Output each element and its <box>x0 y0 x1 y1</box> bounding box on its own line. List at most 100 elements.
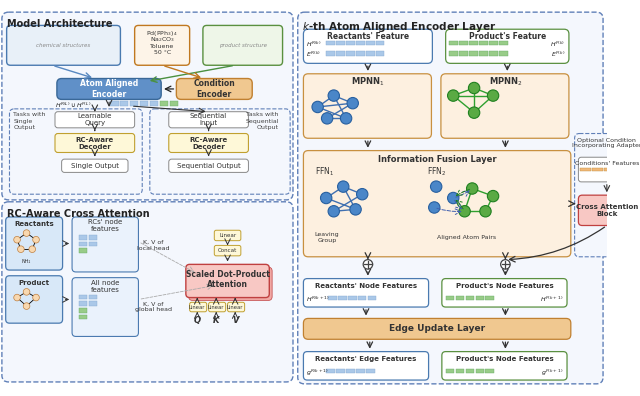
Text: V: V <box>232 316 239 325</box>
Bar <box>89 242 97 246</box>
Bar <box>89 301 97 306</box>
FancyBboxPatch shape <box>579 195 636 225</box>
Circle shape <box>429 202 440 213</box>
Bar <box>120 101 129 106</box>
Text: Toluene: Toluene <box>150 44 174 49</box>
Text: Cross Attention
Block: Cross Attention Block <box>576 204 638 217</box>
Circle shape <box>488 190 499 202</box>
Text: K: K <box>213 316 220 325</box>
Circle shape <box>23 230 30 236</box>
Text: RC-Aware Cross Attention: RC-Aware Cross Attention <box>6 209 149 219</box>
FancyBboxPatch shape <box>298 12 603 384</box>
Bar <box>489 51 498 56</box>
FancyBboxPatch shape <box>203 25 283 65</box>
Text: Sequential: Sequential <box>245 119 279 124</box>
FancyBboxPatch shape <box>579 157 636 182</box>
Bar <box>604 168 614 171</box>
FancyBboxPatch shape <box>72 278 138 337</box>
FancyBboxPatch shape <box>55 133 134 152</box>
Bar <box>346 51 355 56</box>
Text: Tasks with: Tasks with <box>246 112 279 117</box>
Bar <box>445 296 454 301</box>
Circle shape <box>23 303 30 309</box>
FancyBboxPatch shape <box>10 109 142 194</box>
Text: Product's Node Features: Product's Node Features <box>456 283 554 289</box>
Bar <box>79 248 87 253</box>
FancyBboxPatch shape <box>169 133 248 152</box>
Circle shape <box>480 206 491 217</box>
Circle shape <box>321 112 333 124</box>
Circle shape <box>337 181 349 192</box>
Circle shape <box>33 294 39 301</box>
FancyBboxPatch shape <box>72 217 138 272</box>
Text: $E^{R(k)}$: $E^{R(k)}$ <box>307 50 321 59</box>
Bar <box>469 51 478 56</box>
Circle shape <box>328 90 339 101</box>
Text: Q: Q <box>194 316 201 325</box>
Bar <box>326 51 335 56</box>
Text: $H^{P(k)}$: $H^{P(k)}$ <box>550 40 565 49</box>
Bar <box>476 369 484 373</box>
Text: $H^{R(k)}$: $H^{R(k)}$ <box>307 40 322 49</box>
Bar <box>366 51 374 56</box>
FancyBboxPatch shape <box>177 78 252 99</box>
Text: Leaving
Group: Leaving Group <box>315 232 339 243</box>
Text: MPNN$_2$: MPNN$_2$ <box>488 75 522 88</box>
Circle shape <box>467 183 478 194</box>
FancyBboxPatch shape <box>6 217 63 270</box>
Bar <box>592 168 603 171</box>
Bar <box>499 41 508 45</box>
Text: Aligned Atom Pairs: Aligned Atom Pairs <box>437 235 496 240</box>
Bar <box>465 296 474 301</box>
Text: MPNN$_1$: MPNN$_1$ <box>351 75 385 88</box>
Text: Condition
Encoder: Condition Encoder <box>193 79 235 99</box>
Bar <box>338 296 347 301</box>
FancyBboxPatch shape <box>186 265 269 297</box>
Bar <box>376 51 385 56</box>
Circle shape <box>321 192 332 204</box>
Text: Learnable
Query: Learnable Query <box>77 113 112 126</box>
Bar <box>346 369 355 373</box>
Circle shape <box>23 289 30 295</box>
Text: RC-Aware
Decoder: RC-Aware Decoder <box>189 137 228 150</box>
Circle shape <box>447 192 459 204</box>
Bar <box>476 296 484 301</box>
Text: Concat: Concat <box>218 248 237 253</box>
Text: Conditions' Features: Conditions' Features <box>575 161 639 166</box>
Text: RC-Aware
Decoder: RC-Aware Decoder <box>76 137 114 150</box>
FancyBboxPatch shape <box>214 230 241 241</box>
FancyBboxPatch shape <box>442 352 567 380</box>
Bar <box>326 369 335 373</box>
Text: All node
features: All node features <box>91 280 120 293</box>
Text: Edge Update Layer: Edge Update Layer <box>389 324 485 333</box>
Circle shape <box>459 206 470 217</box>
Bar <box>486 296 494 301</box>
Text: Pd(PPh$_3$)$_4$: Pd(PPh$_3$)$_4$ <box>147 29 178 38</box>
Bar <box>456 296 464 301</box>
Circle shape <box>447 90 459 101</box>
FancyBboxPatch shape <box>6 25 120 65</box>
Text: Tasks with: Tasks with <box>13 112 45 117</box>
FancyBboxPatch shape <box>55 112 134 128</box>
Bar <box>376 41 385 45</box>
Bar <box>445 369 454 373</box>
Text: Scaled Dot-Product
Attention: Scaled Dot-Product Attention <box>186 270 269 289</box>
Bar <box>368 296 376 301</box>
FancyBboxPatch shape <box>445 29 569 63</box>
Text: Product: Product <box>19 280 50 286</box>
Text: K, V of
local head: K, V of local head <box>138 240 170 251</box>
Bar <box>358 296 367 301</box>
Text: Linear: Linear <box>227 305 243 310</box>
Text: $H^{P(k+1)}$: $H^{P(k+1)}$ <box>540 295 563 304</box>
FancyBboxPatch shape <box>575 133 639 257</box>
FancyBboxPatch shape <box>303 74 431 138</box>
Bar <box>366 369 374 373</box>
Bar <box>140 101 148 106</box>
Bar <box>465 369 474 373</box>
Bar <box>449 51 458 56</box>
Bar <box>499 51 508 56</box>
FancyBboxPatch shape <box>134 25 189 65</box>
Bar <box>356 369 365 373</box>
Bar <box>328 296 337 301</box>
FancyBboxPatch shape <box>214 246 241 256</box>
